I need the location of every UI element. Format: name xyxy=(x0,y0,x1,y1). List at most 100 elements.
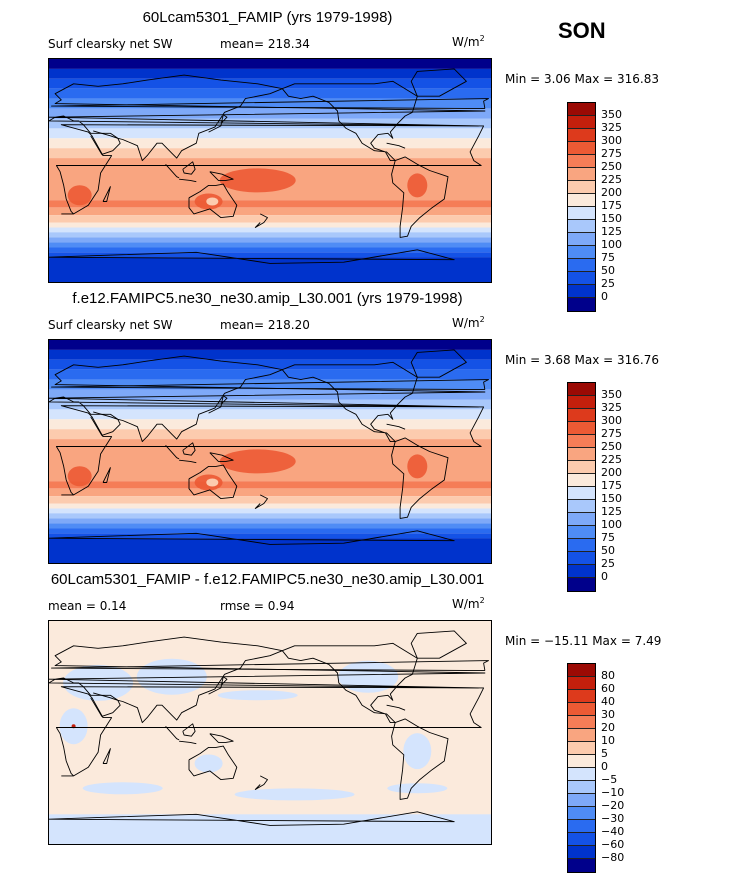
colorbar-swatch xyxy=(568,233,595,246)
coastline xyxy=(90,130,121,155)
coastline xyxy=(208,395,228,414)
colorbar-swatch xyxy=(568,664,595,677)
map-band xyxy=(49,200,491,208)
colorbar-tick-label: 350 xyxy=(601,108,622,121)
map-band xyxy=(49,528,491,534)
colorbar-tick-label: 75 xyxy=(601,531,615,544)
panel-1-units: W/m2 xyxy=(452,34,485,49)
panel-1-colorbar xyxy=(567,102,596,312)
colorbar-swatch xyxy=(568,846,595,859)
map-negative-region xyxy=(82,782,163,795)
colorbar-tick-label: 5 xyxy=(601,747,608,760)
colorbar-swatch xyxy=(568,794,595,807)
colorbar-tick-label: 60 xyxy=(601,682,615,695)
map-band xyxy=(49,138,491,149)
map-band xyxy=(49,227,491,233)
colorbar-swatch xyxy=(568,500,595,513)
coastline xyxy=(55,686,485,777)
panel-2-colorbar xyxy=(567,382,596,592)
colorbar-swatch xyxy=(568,565,595,578)
map-negative-region xyxy=(49,814,491,844)
colorbar-tick-label: 125 xyxy=(601,225,622,238)
colorbar-swatch xyxy=(568,181,595,194)
map-negative-region xyxy=(338,660,399,693)
panel-3-title: 60Lcam5301_FAMIP - f.e12.FAMIPC5.ne30_ne… xyxy=(50,571,485,588)
panel-3-colorbar xyxy=(567,663,596,873)
coastline xyxy=(410,349,467,378)
coastline xyxy=(391,437,449,519)
map-negative-region xyxy=(194,754,223,773)
colorbar-tick-label: 175 xyxy=(601,199,622,212)
panel-3-units: W/m2 xyxy=(452,596,485,611)
colorbar-swatch xyxy=(568,207,595,220)
map-band xyxy=(49,503,491,509)
coastline xyxy=(49,530,455,545)
colorbar-swatch xyxy=(568,677,595,690)
colorbar-tick-label: 50 xyxy=(601,264,615,277)
colorbar-swatch xyxy=(568,474,595,487)
colorbar-swatch xyxy=(568,142,595,155)
map-band xyxy=(49,349,491,360)
map-band xyxy=(49,508,491,514)
colorbar-tick-label: −20 xyxy=(601,799,625,812)
colorbar-swatch xyxy=(568,755,595,768)
map-band xyxy=(49,68,491,79)
coastline xyxy=(281,80,418,162)
colorbar-tick-label: 40 xyxy=(601,695,615,708)
panel-1-mean-label: mean= 218.34 xyxy=(220,37,310,51)
map-band xyxy=(49,533,491,539)
colorbar-tick-label: 25 xyxy=(601,277,615,290)
colorbar-tick-label: 50 xyxy=(601,544,615,557)
colorbar-swatch xyxy=(568,285,595,298)
colorbar-swatch xyxy=(568,396,595,409)
coastline xyxy=(188,183,238,219)
coastline xyxy=(165,163,180,179)
colorbar-tick-label: 225 xyxy=(601,453,622,466)
coastline xyxy=(391,718,449,800)
colorbar-tick-label: 325 xyxy=(601,401,622,414)
map-band xyxy=(49,389,491,400)
map-band xyxy=(49,481,491,489)
colorbar-swatch xyxy=(568,729,595,742)
colorbar-tick-label: 75 xyxy=(601,251,615,264)
map-negative-region xyxy=(403,733,432,770)
map-local-minimum xyxy=(206,478,219,487)
colorbar-tick-label: −40 xyxy=(601,825,625,838)
colorbar-tick-label: 125 xyxy=(601,505,622,518)
colorbar-tick-label: 80 xyxy=(601,669,615,682)
coastline xyxy=(209,452,234,462)
season-label: SON xyxy=(558,18,606,43)
colorbar-tick-label: 100 xyxy=(601,518,622,531)
map-band xyxy=(49,523,491,529)
coastline xyxy=(49,249,455,264)
map-background xyxy=(49,621,491,844)
colorbar-tick-label: 250 xyxy=(601,440,622,453)
colorbar-swatch xyxy=(568,246,595,259)
coastline xyxy=(55,124,485,215)
coastline xyxy=(102,467,111,483)
coastline xyxy=(386,142,406,149)
colorbar-swatch xyxy=(568,768,595,781)
colorbar-swatch xyxy=(568,552,595,565)
map-band xyxy=(49,496,491,504)
map-maximum-region xyxy=(407,454,428,479)
colorbar-swatch xyxy=(568,526,595,539)
map-negative-region xyxy=(234,788,355,801)
coastline xyxy=(386,423,406,430)
colorbar-swatch xyxy=(568,690,595,703)
colorbar-tick-label: 275 xyxy=(601,427,622,440)
colorbar-swatch xyxy=(568,578,595,591)
map-band xyxy=(49,232,491,238)
coastline xyxy=(182,723,196,737)
panel-2-map xyxy=(48,339,492,564)
colorbar-swatch xyxy=(568,448,595,461)
panel-3-minmax: Min = −15.11 Max = 7.49 xyxy=(505,634,662,648)
panel-2-title: f.e12.FAMIPC5.ne30_ne30.amip_L30.001 (yr… xyxy=(72,290,463,307)
colorbar-swatch xyxy=(568,820,595,833)
map-band xyxy=(49,419,491,430)
coastline xyxy=(165,444,180,460)
colorbar-tick-label: 325 xyxy=(601,121,622,134)
coastline xyxy=(102,748,111,764)
panel-2-minmax: Min = 3.68 Max = 316.76 xyxy=(505,353,659,367)
coastline xyxy=(188,464,238,500)
